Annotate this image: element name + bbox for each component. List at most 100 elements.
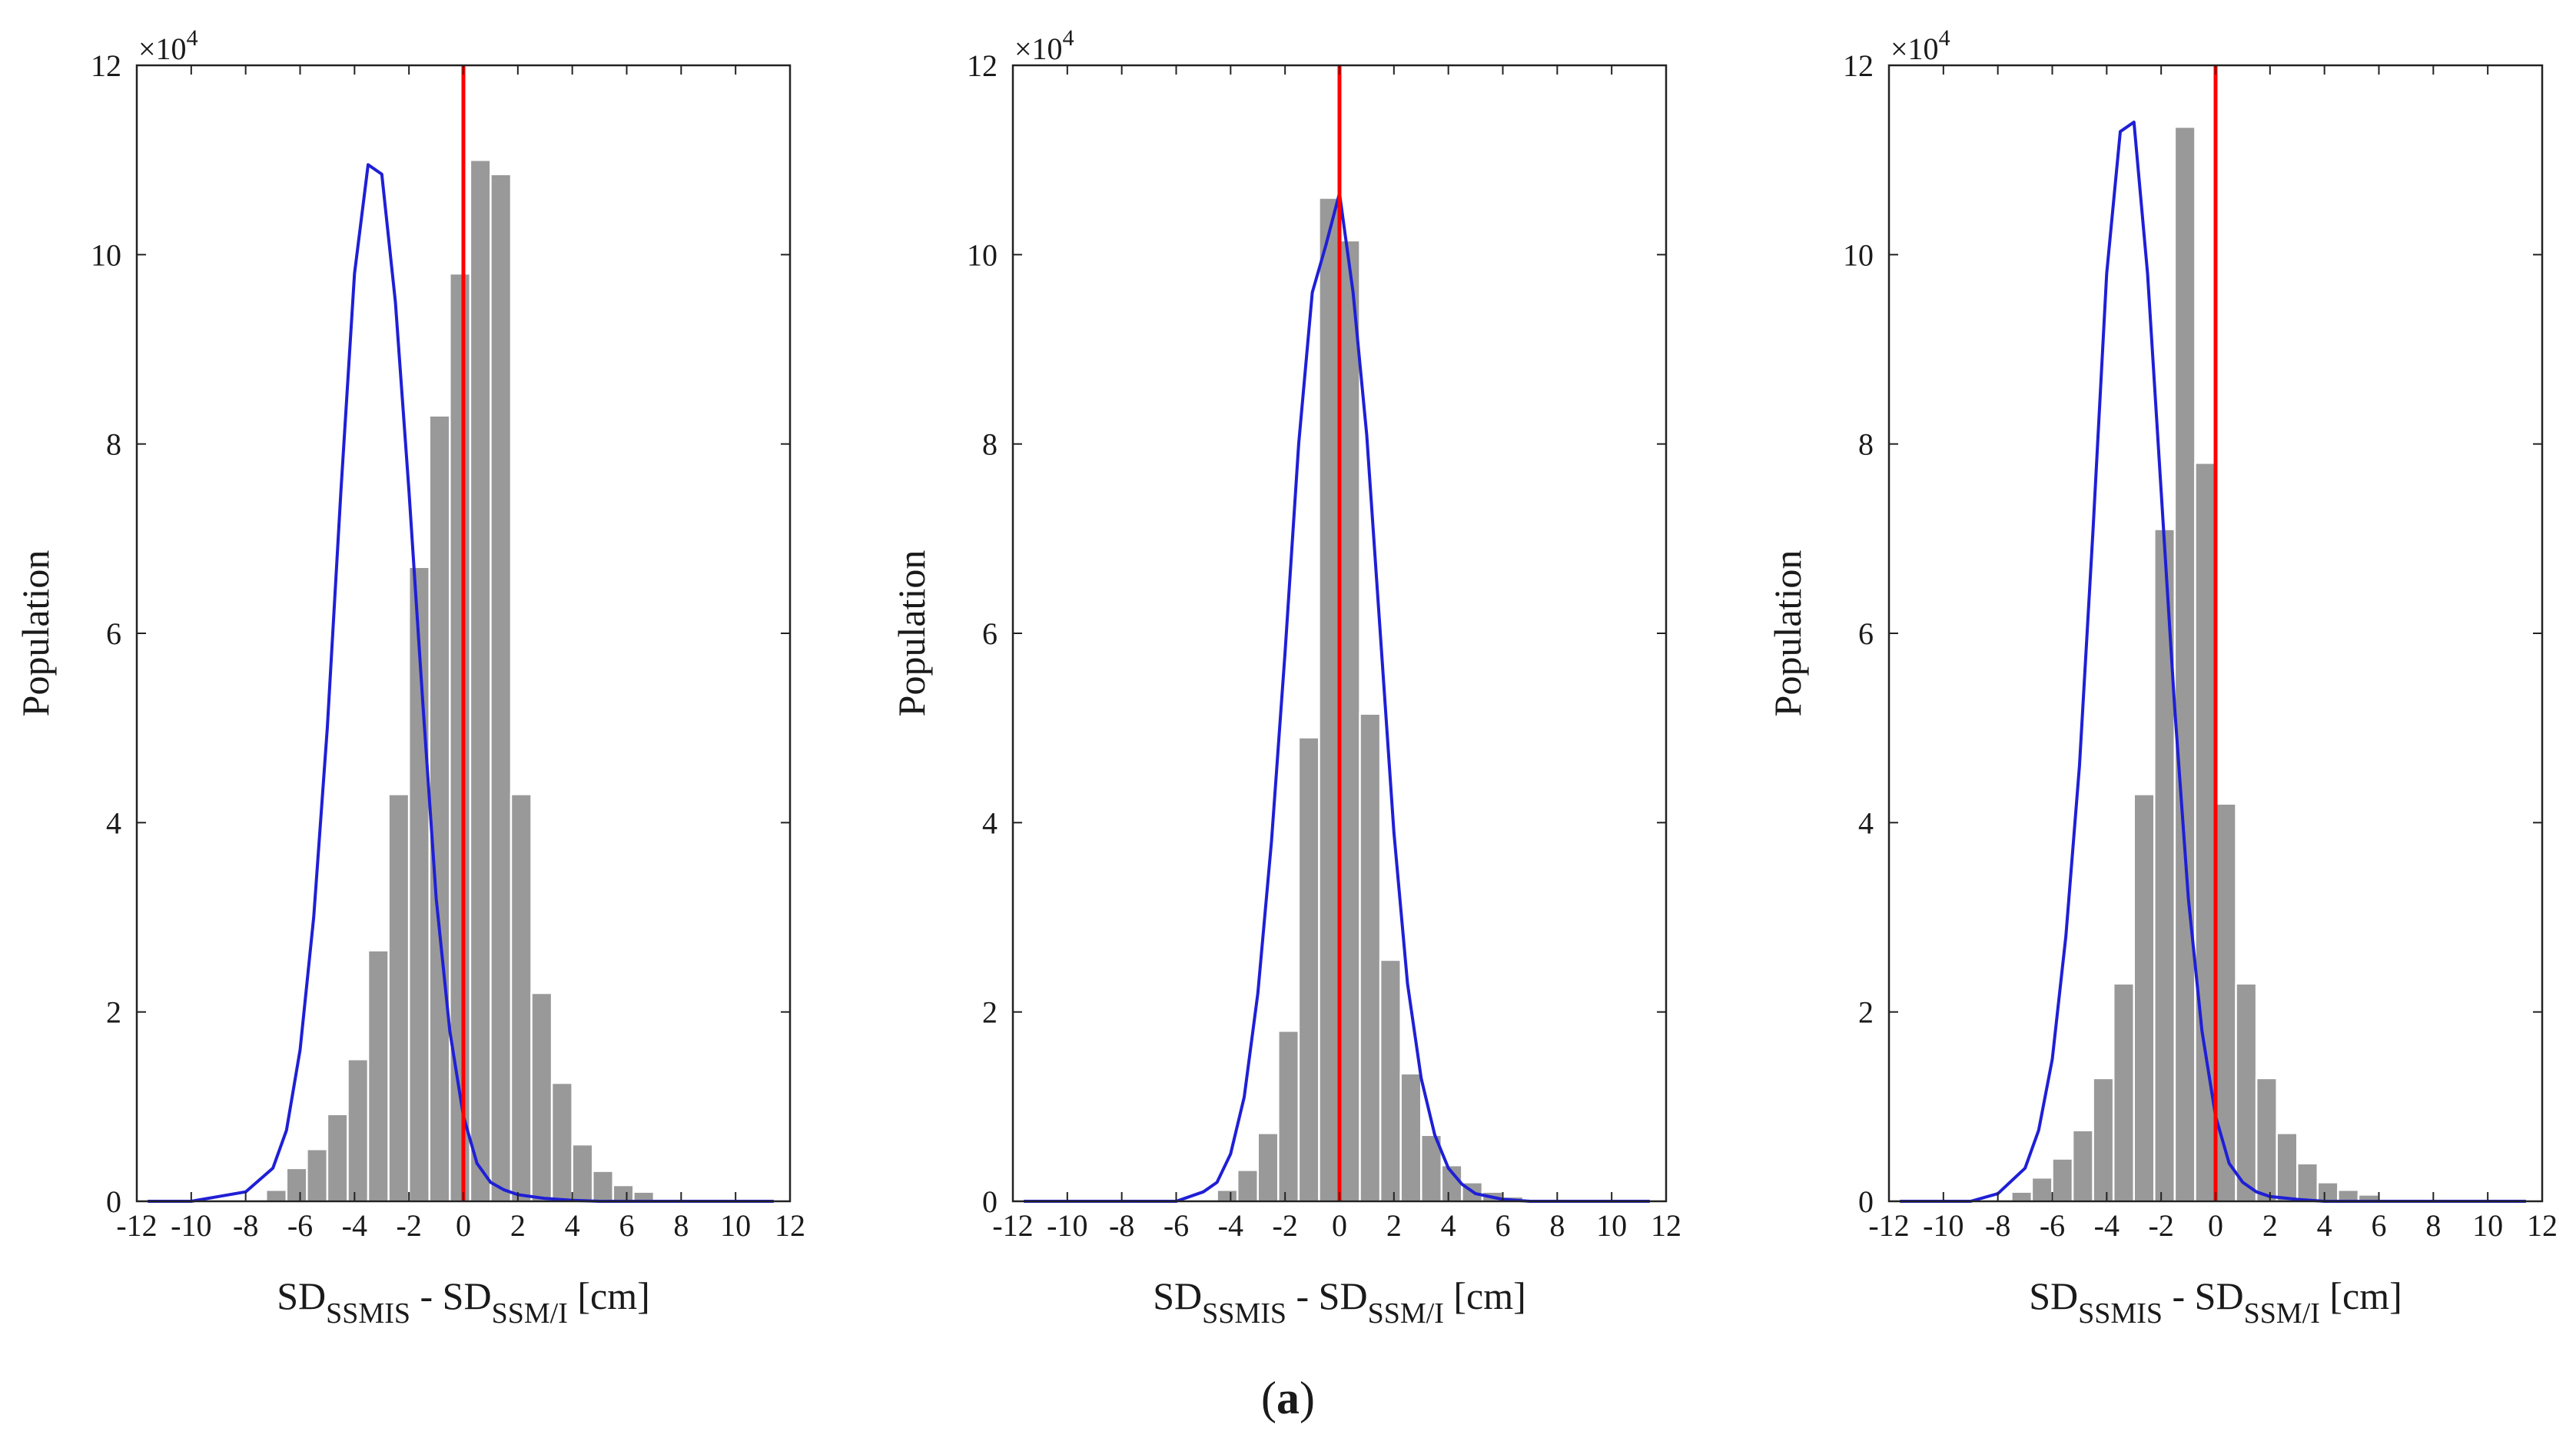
y-tick-label: 2 xyxy=(982,995,998,1030)
histogram-bar xyxy=(2296,1162,2319,1203)
x-tick-label: -2 xyxy=(2149,1208,2174,1243)
x-axis-label-part: [cm] xyxy=(1444,1274,1526,1317)
y-tick-label: 12 xyxy=(91,48,121,83)
y-tick-label: 8 xyxy=(982,427,998,462)
histogram-bar xyxy=(449,272,472,1203)
y-tick-label: 4 xyxy=(982,805,998,840)
x-tick-label: 12 xyxy=(775,1208,805,1243)
histogram-bar xyxy=(1216,1188,1239,1203)
x-tick-label: -2 xyxy=(397,1208,422,1243)
y-tick-label: 12 xyxy=(967,48,998,83)
chart-panel-right: -12 -10 -8 -6 -4 -2 0 2 4 6 8 10 12 0 2 4 6 8 10 12 ×104 Popu… xyxy=(1766,25,2558,1330)
histogram-bar xyxy=(1359,712,1382,1203)
histogram-bar xyxy=(2337,1188,2360,1203)
x-tick-label: 8 xyxy=(2425,1208,2441,1243)
histogram-bar xyxy=(469,158,492,1203)
x-tick-label: -8 xyxy=(233,1208,258,1243)
histogram-bar xyxy=(1399,1072,1422,1203)
x-tick-label: -12 xyxy=(1868,1208,1909,1243)
x-tick-label: -2 xyxy=(1273,1208,1298,1243)
x-axis-label: SDSSMIS - SDSSM/I [cm] xyxy=(1153,1274,1526,1330)
x-axis-label-part: - SD xyxy=(2163,1274,2244,1317)
histogram-bar xyxy=(264,1188,288,1203)
x-axis-label: SDSSMIS - SDSSM/I [cm] xyxy=(277,1274,650,1330)
y-tick-label: 12 xyxy=(1843,48,1874,83)
histogram-bar xyxy=(2030,1176,2053,1203)
x-axis-label-part: SD xyxy=(277,1274,326,1317)
x-tick-label: -6 xyxy=(2040,1208,2065,1243)
x-tick-label: 8 xyxy=(1549,1208,1565,1243)
x-axis-label-part: [cm] xyxy=(568,1274,650,1317)
y-tick-label: 4 xyxy=(106,805,121,840)
x-tick-label: 10 xyxy=(2472,1208,2503,1243)
x-axis-label-subscript: SSM/I xyxy=(1368,1297,1444,1330)
chart-panel-left: -12 -10 -8 -6 -4 -2 0 2 4 6 8 10 12 0 2 4 6 8 10 12 ×104 Popu… xyxy=(14,25,805,1330)
histogram-bar xyxy=(306,1148,329,1203)
x-tick-label: 0 xyxy=(1332,1208,1347,1243)
x-tick-label: -10 xyxy=(1923,1208,1964,1243)
y-axis-label: Population xyxy=(14,550,57,717)
x-tick-label: 4 xyxy=(2317,1208,2332,1243)
x-tick-label: 6 xyxy=(2372,1208,2387,1243)
x-tick-label: 2 xyxy=(510,1208,526,1243)
x-tick-label: 4 xyxy=(565,1208,580,1243)
y-axis-label: Population xyxy=(1766,550,1809,717)
fit-line xyxy=(1024,191,1650,1203)
histogram-bar xyxy=(387,793,410,1203)
x-tick-label: -8 xyxy=(1985,1208,2010,1243)
histogram-bar xyxy=(428,414,451,1203)
histogram-bar xyxy=(367,949,390,1203)
x-tick-label: -6 xyxy=(287,1208,313,1243)
x-tick-label: -4 xyxy=(342,1208,367,1243)
x-tick-label: -10 xyxy=(1047,1208,1087,1243)
chart-panel-middle: -12 -10 -8 -6 -4 -2 0 2 4 6 8 10 12 0 2 4 6 8 10 12 ×104 Popu… xyxy=(890,25,1681,1330)
histogram-bar xyxy=(2255,1077,2278,1203)
y-tick-label: 10 xyxy=(1843,237,1874,272)
histogram-bar xyxy=(2235,982,2258,1203)
x-tick-label: -6 xyxy=(1164,1208,1189,1243)
x-axis-label-part: [cm] xyxy=(2320,1274,2402,1317)
histogram-bar xyxy=(1256,1132,1280,1203)
histogram-bar xyxy=(2316,1181,2339,1203)
y-multiplier: ×104 xyxy=(1891,25,1950,66)
histogram-bar xyxy=(1379,958,1402,1203)
histogram-bar xyxy=(1338,239,1361,1203)
x-tick-label: -8 xyxy=(1109,1208,1134,1243)
histogram-bar xyxy=(2173,125,2196,1203)
x-axis-label-part: SD xyxy=(1153,1274,1202,1317)
histogram-bar xyxy=(326,1113,349,1203)
caption-letter: a xyxy=(1276,1373,1300,1423)
y-tick-label: 2 xyxy=(1858,995,1874,1030)
histogram-bar xyxy=(2092,1077,2115,1203)
x-axis-label-subscript: SSM/I xyxy=(2244,1297,2320,1330)
y-tick-label: 0 xyxy=(982,1184,998,1219)
x-tick-label: -10 xyxy=(171,1208,211,1243)
x-axis-label-subscript: SSMIS xyxy=(326,1297,410,1330)
x-axis-label-subscript: SSMIS xyxy=(1202,1297,1286,1330)
histogram-bar xyxy=(571,1143,594,1203)
fit-line xyxy=(1900,120,2526,1203)
y-multiplier-exponent: 4 xyxy=(1063,25,1074,51)
x-tick-label: 10 xyxy=(720,1208,751,1243)
histogram-bar xyxy=(1318,197,1341,1203)
histogram-bar xyxy=(285,1167,308,1203)
histogram-bar xyxy=(1277,1030,1300,1203)
y-axis-label: Population xyxy=(890,550,933,717)
x-tick-label: 6 xyxy=(619,1208,635,1243)
x-tick-label: 2 xyxy=(2262,1208,2278,1243)
y-multiplier: ×104 xyxy=(138,25,198,66)
histogram-bar xyxy=(612,1184,635,1203)
histogram-bar xyxy=(2071,1129,2094,1203)
x-axis-label-part: - SD xyxy=(410,1274,492,1317)
x-tick-label: -12 xyxy=(116,1208,157,1243)
histogram-bar xyxy=(2051,1157,2074,1203)
y-tick-label: 6 xyxy=(1858,616,1874,651)
x-axis-label-subscript: SSMIS xyxy=(2078,1297,2163,1330)
x-tick-label: 0 xyxy=(456,1208,471,1243)
histogram-bar xyxy=(2153,528,2176,1203)
x-tick-label: -4 xyxy=(2094,1208,2120,1243)
y-multiplier: ×104 xyxy=(1014,25,1074,66)
figure-caption: (a) xyxy=(1261,1373,1315,1423)
y-multiplier-exponent: 4 xyxy=(187,25,198,51)
